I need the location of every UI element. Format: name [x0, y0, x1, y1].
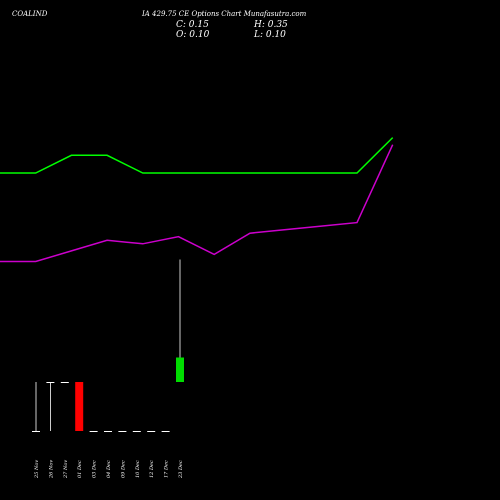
x-tick-label: 27 Nov — [63, 460, 69, 479]
x-tick-label: 25 Nov — [34, 460, 40, 479]
candles — [32, 259, 184, 432]
indicator-line-2 — [0, 144, 394, 263]
high-value: H: 0.35 — [254, 20, 288, 30]
x-tick-label: 17 Dec — [164, 460, 170, 478]
indicator-lines — [0, 137, 394, 263]
x-axis-labels: 25 Nov 26 Nov 27 Nov 01 Dec 03 Dec 04 Dec 09 D… — [34, 460, 184, 479]
x-tick-label: 04 Dec — [106, 460, 112, 478]
candle-body — [89, 431, 98, 432]
candle — [176, 259, 184, 382]
candle-body — [104, 431, 112, 432]
candle — [161, 431, 170, 432]
candle-body — [161, 431, 170, 432]
candle — [118, 431, 127, 432]
candle-body — [176, 357, 184, 382]
symbol-label: COALIND — [12, 10, 48, 18]
x-tick-label: 10 Dec — [135, 460, 141, 478]
x-tick-label: 01 Dec — [77, 460, 83, 478]
candle-body — [132, 431, 141, 432]
indicator-line-1 — [0, 137, 394, 174]
close-value: C: 0.15 — [176, 20, 209, 30]
candle — [60, 382, 69, 383]
x-tick-label: 09 Dec — [120, 460, 126, 478]
candle — [46, 382, 55, 431]
candle — [89, 431, 98, 432]
candle-body — [60, 382, 69, 383]
x-tick-label: 23 Dec — [178, 460, 184, 479]
x-tick-label: 12 Dec — [149, 460, 155, 478]
candle-body — [32, 431, 40, 432]
chart-title: IA 429.75 CE Options Chart Munafasutra.c… — [142, 10, 307, 18]
candle-body — [147, 431, 156, 432]
candle — [147, 431, 156, 432]
candle-body — [75, 382, 84, 431]
candle-body — [46, 382, 55, 383]
open-value: O: 0.10 — [176, 30, 210, 40]
candle — [104, 431, 112, 432]
x-tick-label: 03 Dec — [92, 460, 98, 478]
candle — [32, 382, 40, 432]
candle-body — [118, 431, 127, 432]
low-value: L: 0.10 — [254, 30, 286, 40]
candle — [132, 431, 141, 432]
x-tick-label: 26 Nov — [48, 460, 54, 479]
candle — [75, 382, 84, 431]
